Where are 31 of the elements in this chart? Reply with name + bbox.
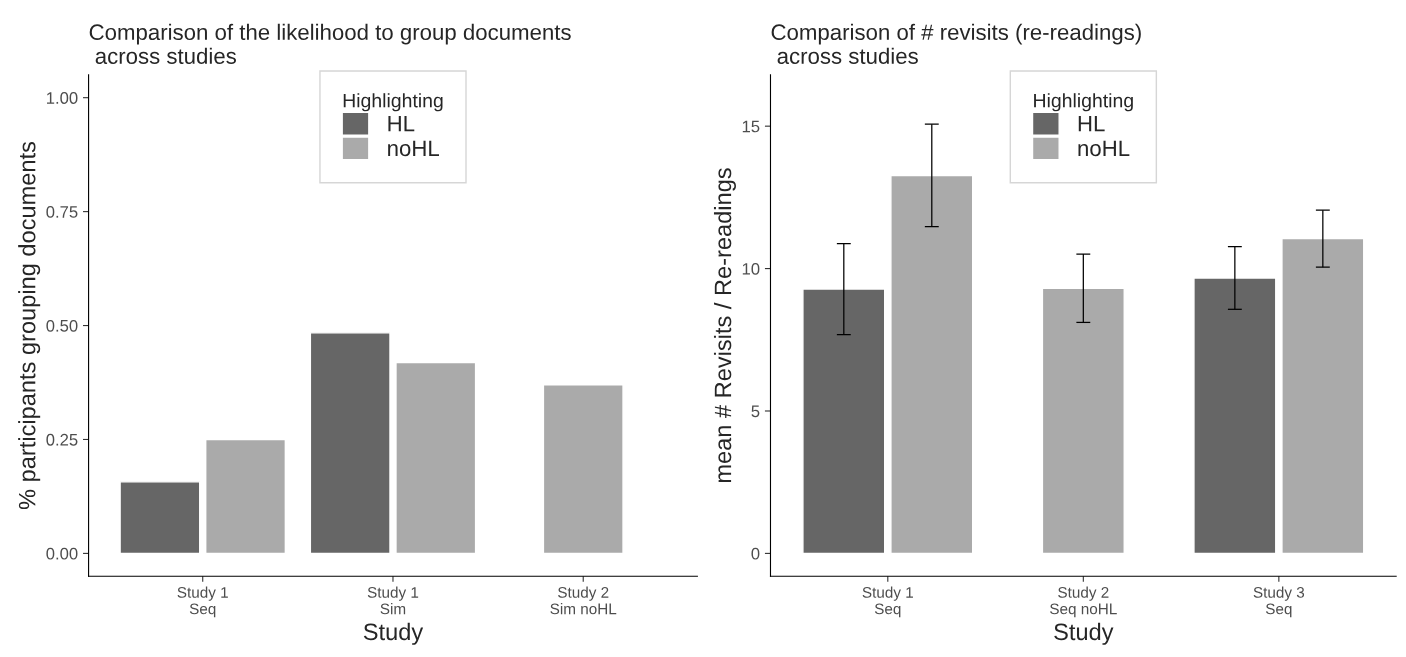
legend-title: Highlighting xyxy=(1034,93,1133,112)
legend-label: HL xyxy=(388,116,415,132)
x-tick-label: Study 1 Seq xyxy=(862,586,913,618)
y-tick-label: 0.00 xyxy=(46,547,78,560)
x-tick-label: Study 2 Sim noHL xyxy=(550,586,617,615)
legend-title: Highlighting xyxy=(343,93,443,112)
legend-label: noHL xyxy=(1078,140,1130,157)
y-tick-label: 1.00 xyxy=(47,92,78,104)
y-tick-label: 0 xyxy=(751,547,760,560)
bar xyxy=(890,174,974,555)
x-tick-label: Study 3 Seq xyxy=(1253,586,1305,618)
bar xyxy=(802,288,886,555)
y-tick-label: 15 xyxy=(742,120,760,133)
x-tick-label: Study 2 Seq noHL xyxy=(1050,586,1117,618)
bar xyxy=(1281,237,1365,555)
y-tick-label: 0.75 xyxy=(46,206,78,218)
y-tick-label: 0.25 xyxy=(46,433,78,446)
bar xyxy=(1193,277,1277,555)
x-tick-label: Study 1 Sim xyxy=(367,586,419,615)
y-tick-label: 0.50 xyxy=(46,319,78,332)
y-axis-title: mean # Revisits / Re-readings xyxy=(713,168,736,483)
legend-label: HL xyxy=(1078,116,1105,132)
x-axis-title: Study xyxy=(1054,622,1114,645)
y-tick-label: 5 xyxy=(751,405,760,418)
y-axis-title: % participants grouping documents xyxy=(18,141,41,510)
x-tick-label: Study 1 Seq xyxy=(177,586,228,618)
legend-label: noHL xyxy=(388,140,440,157)
chart-title: Comparison of the likelihood to group documents across studies xyxy=(89,23,571,65)
x-axis-title: Study xyxy=(363,622,424,645)
y-tick-label: 10 xyxy=(742,262,760,275)
chart-title: Comparison of # revisits (re-readings) across studies xyxy=(771,23,1141,65)
